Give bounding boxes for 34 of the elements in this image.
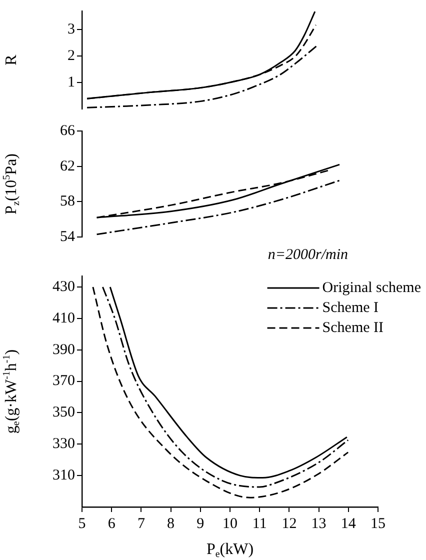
y-tick-label: 3: [68, 21, 75, 38]
x-tick-label: 13: [311, 516, 326, 532]
y-axis-title: R: [3, 54, 20, 66]
x-tick-label: 15: [370, 516, 386, 532]
y-tick-label: 1: [68, 74, 75, 90]
x-tick-label: 14: [340, 516, 356, 532]
y-tick-label: 310: [52, 468, 75, 484]
y-tick-label: 370: [52, 373, 75, 390]
y-tick-label: 58: [60, 194, 75, 210]
y-tick-label: 410: [52, 310, 75, 326]
x-tick-label: 5: [78, 516, 86, 532]
y-axis-title: Pz(105Pa): [2, 154, 22, 214]
y-tick-label: 350: [52, 404, 75, 421]
y-tick-label: 2: [68, 48, 75, 64]
text: n=2000r/min: [268, 247, 348, 263]
y-tick-label: 66: [60, 122, 76, 139]
legend-label: Scheme I: [322, 300, 379, 316]
x-tick-label: 7: [137, 516, 146, 532]
x-tick-label: 6: [108, 516, 116, 532]
y-tick-label: 390: [52, 342, 75, 358]
y-tick-label: 430: [52, 278, 75, 295]
legend-label: Scheme II: [322, 320, 384, 336]
x-tick-label: 10: [222, 516, 238, 532]
legend-label: Original scheme: [322, 280, 422, 296]
y-tick-label: 62: [60, 158, 75, 174]
x-tick-label: 11: [252, 516, 267, 532]
line-series: [96, 180, 340, 236]
x-tick-label: 8: [167, 516, 175, 532]
x-tick-label: 12: [282, 516, 297, 532]
y-tick-label: 54: [60, 228, 76, 245]
y-tick-label: 330: [52, 436, 75, 452]
y-axis-title: ge(g·kW-1h-1): [2, 349, 22, 434]
x-tick-label: 9: [196, 516, 204, 532]
line-series: [86, 44, 319, 108]
